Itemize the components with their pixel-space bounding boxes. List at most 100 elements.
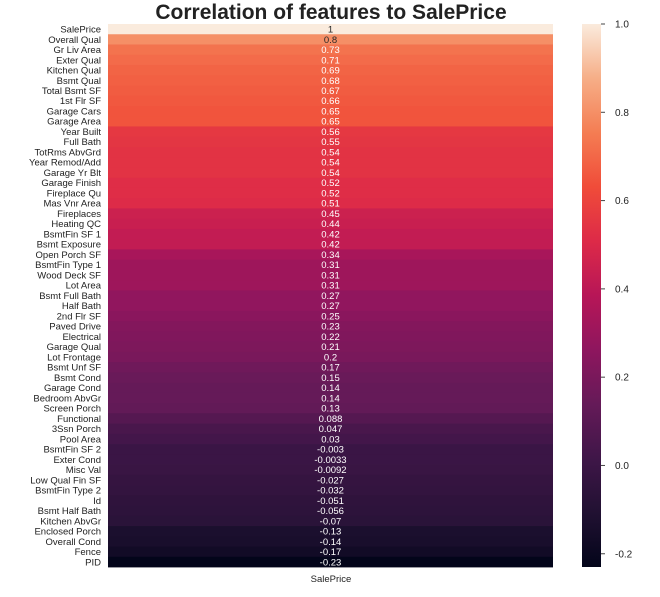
- row-label-exter-qual: Exter Qual: [56, 55, 101, 66]
- colorbar-tick-label: 0.2: [615, 373, 629, 384]
- heatmap-cell-screen-porch: [108, 403, 553, 414]
- row-label-bsmt-full-bath: Bsmt Full Bath: [39, 291, 101, 302]
- heatmap-cell-saleprice: [108, 24, 553, 35]
- row-label-3ssn-porch: 3Ssn Porch: [52, 424, 101, 435]
- row-label-fence: Fence: [75, 547, 101, 558]
- heatmap-cell-kitchen-qual: [108, 64, 553, 76]
- row-label-electrical: Electrical: [62, 332, 101, 343]
- row-label-1st-flr-sf: 1st Flr SF: [60, 96, 101, 107]
- heatmap-cell-bsmtfin-type-1: [108, 259, 553, 271]
- cell-value-fireplaces: 0.45: [321, 209, 340, 220]
- heatmap-cell-garage-area: [108, 116, 553, 127]
- cell-value-year-built: 0.56: [321, 127, 340, 138]
- row-label-screen-porch: Screen Porch: [43, 404, 101, 415]
- row-label-totrms-abvgrd: TotRms AbvGrd: [34, 147, 101, 158]
- row-label-exter-cond: Exter Cond: [53, 455, 101, 466]
- heatmap-cell-full-bath: [108, 136, 553, 148]
- cell-value-id: -0.051: [317, 496, 344, 507]
- row-label-gr-liv-area: Gr Liv Area: [53, 45, 101, 56]
- heatmap-cell-bsmtfin-sf-2: [108, 444, 553, 455]
- row-label-bsmt-exposure: Bsmt Exposure: [37, 240, 101, 251]
- heatmap-cell-year-built: [108, 126, 553, 138]
- row-label-heating-qc: Heating QC: [51, 219, 101, 230]
- heatmap-rows: SalePrice 1 Overall Qual 0.8 Gr Liv Area 0.73…: [29, 24, 553, 568]
- cell-value-bsmt-cond: 0.15: [321, 373, 340, 384]
- row-label-full-bath: Full Bath: [64, 137, 102, 148]
- heatmap-cell-bsmt-qual: [108, 75, 553, 86]
- heatmap-cell-functional: [108, 413, 553, 424]
- cell-value-bsmt-qual: 0.68: [321, 76, 340, 87]
- colorbar-ticks: -0.2 0.0 0.2 0.4 0.6 0.8 1.0: [601, 20, 633, 560]
- heatmap-cell-garage-cars: [108, 105, 553, 117]
- heatmap-cell-misc-val: [108, 464, 553, 476]
- colorbar-tick-label: 0.0: [615, 461, 629, 472]
- cell-value-bsmtfin-type-1: 0.31: [321, 260, 340, 271]
- row-label-garage-yr-blt: Garage Yr Blt: [44, 168, 102, 179]
- cell-value-overall-cond: -0.14: [320, 537, 342, 548]
- heatmap-cell-exter-cond: [108, 454, 553, 465]
- row-label-garage-qual: Garage Qual: [47, 342, 101, 353]
- heatmap-cell-3ssn-porch: [108, 423, 553, 435]
- heatmap-cell-electrical: [108, 331, 553, 343]
- row-label-overall-cond: Overall Cond: [46, 537, 101, 548]
- cell-value-bsmt-full-bath: 0.27: [321, 291, 340, 302]
- row-label-year-built: Year Built: [61, 127, 102, 138]
- heatmap-cell-lot-frontage: [108, 351, 553, 363]
- cell-value-half-bath: 0.27: [321, 301, 340, 312]
- row-label-overall-qual: Overall Qual: [48, 35, 101, 46]
- cell-value-electrical: 0.22: [321, 332, 340, 343]
- heatmap-cell-fireplaces: [108, 208, 553, 220]
- heatmap-cell-enclosed-porch: [108, 526, 553, 537]
- heatmap-cell-gr-liv-area: [108, 44, 553, 56]
- heatmap-cell-fireplace-qu: [108, 187, 553, 199]
- cell-value-lot-area: 0.31: [321, 281, 340, 292]
- heatmap-cell-wood-deck-sf: [108, 269, 553, 281]
- cell-value-total-bsmt-sf: 0.67: [321, 86, 340, 97]
- heatmap-cell-bsmt-exposure: [108, 239, 553, 250]
- heatmap-cell-heating-qc: [108, 218, 553, 230]
- cell-value-bsmt-exposure: 0.42: [321, 240, 340, 251]
- cell-value-fence: -0.17: [320, 547, 342, 558]
- heatmap-cell-half-bath: [108, 300, 553, 312]
- row-label-half-bath: Half Bath: [62, 301, 101, 312]
- cell-value-kitchen-abvgr: -0.07: [320, 516, 342, 527]
- row-label-bsmtfin-sf-2: BsmtFin SF 2: [43, 445, 101, 456]
- row-label-saleprice: SalePrice: [60, 25, 101, 36]
- row-label-paved-drive: Paved Drive: [49, 322, 101, 333]
- cell-value-wood-deck-sf: 0.31: [321, 270, 340, 281]
- cell-value-screen-porch: 0.13: [321, 404, 340, 415]
- heatmap-cell-kitchen-abvgr: [108, 515, 553, 527]
- heatmap-cell-total-bsmt-sf: [108, 85, 553, 97]
- row-label-bsmt-qual: Bsmt Qual: [57, 76, 101, 87]
- row-label-pid: PID: [85, 557, 101, 568]
- row-label-garage-finish: Garage Finish: [41, 178, 101, 189]
- cell-value-1st-flr-sf: 0.66: [321, 96, 340, 107]
- heatmap-cell-garage-yr-blt: [108, 167, 553, 179]
- cell-value-3ssn-porch: 0.047: [319, 424, 343, 435]
- heatmap-cell-year-remod-add: [108, 157, 553, 168]
- cell-value-misc-val: -0.0092: [314, 465, 346, 476]
- row-label-bsmtfin-sf-1: BsmtFin SF 1: [43, 229, 101, 240]
- row-label-bsmtfin-type-2: BsmtFin Type 2: [35, 486, 101, 497]
- row-label-garage-area: Garage Area: [47, 117, 102, 128]
- row-label-mas-vnr-area: Mas Vnr Area: [43, 199, 101, 210]
- heatmap-cell-bsmtfin-type-2: [108, 485, 553, 496]
- cell-value-bsmt-unf-sf: 0.17: [321, 363, 340, 374]
- row-label-misc-val: Misc Val: [66, 465, 101, 476]
- row-label-total-bsmt-sf: Total Bsmt SF: [42, 86, 101, 97]
- colorbar-tick-label: 0.6: [615, 196, 629, 207]
- heatmap-cell-garage-qual: [108, 341, 553, 353]
- cell-value-paved-drive: 0.23: [321, 322, 340, 333]
- row-label-bsmtfin-type-1: BsmtFin Type 1: [35, 260, 101, 271]
- cell-value-lot-frontage: 0.2: [324, 352, 337, 363]
- colorbar: [582, 24, 601, 567]
- heatmap-cell-bsmt-cond: [108, 372, 553, 383]
- heatmap-cell-exter-qual: [108, 54, 553, 66]
- cell-value-garage-qual: 0.21: [321, 342, 340, 353]
- cell-value-year-remod-add: 0.54: [321, 158, 340, 169]
- heatmap-cell-totrms-abvgrd: [108, 146, 553, 158]
- heatmap-cell-bsmt-half-bath: [108, 505, 553, 517]
- heatmap-cell-paved-drive: [108, 321, 553, 332]
- row-label-id: Id: [93, 496, 101, 507]
